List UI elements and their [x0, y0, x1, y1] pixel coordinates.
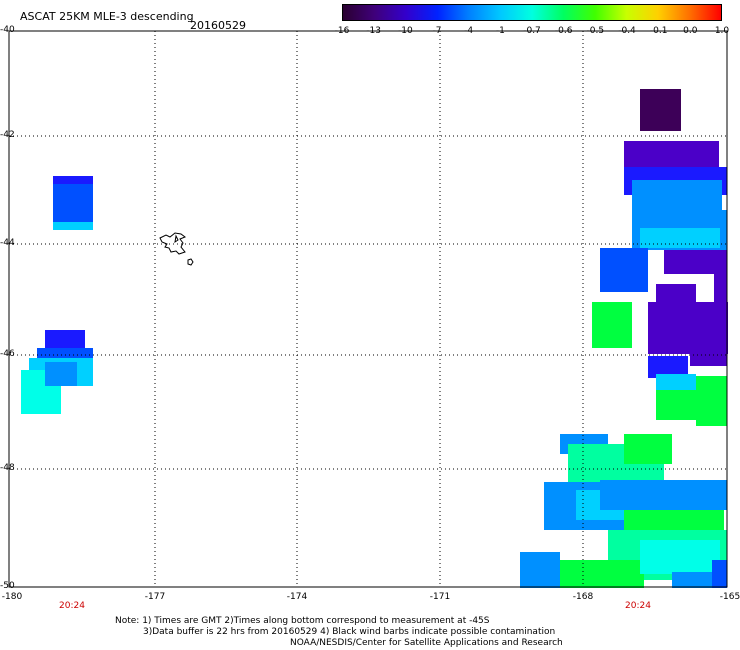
latitude-label: -46: [0, 349, 15, 359]
island-coastline: [159, 232, 194, 266]
swath-cell: [640, 540, 720, 574]
swath-cell: [624, 141, 719, 167]
latitude-label: -42: [0, 130, 15, 140]
note-line-2: 3)Data buffer is 22 hrs from 20160529 4)…: [143, 627, 556, 637]
swath-cell: [45, 330, 85, 348]
latitude-label: -40: [0, 25, 15, 35]
swath-cell: [712, 560, 727, 588]
swath-cell: [600, 248, 648, 292]
swath-cell: [560, 560, 644, 588]
swath-cell: [600, 480, 727, 510]
chatham-island-outline: [159, 232, 187, 255]
wind-swaths: [21, 89, 728, 588]
swath-cell: [690, 322, 727, 366]
swath-cell: [664, 250, 714, 274]
longitude-label: -174: [286, 592, 308, 602]
swath-cell: [640, 228, 720, 248]
swath-cell: [45, 362, 77, 386]
longitude-label: -168: [572, 592, 594, 602]
note-line-1: Note: 1) Times are GMT 2)Times along bot…: [115, 616, 490, 626]
note-line-3: NOAA/NESDIS/Center for Satellite Applica…: [290, 638, 563, 648]
map-date: 20160529: [190, 19, 246, 32]
longitude-label: -165: [719, 592, 740, 602]
swath-cell: [640, 89, 681, 131]
longitude-label: -177: [144, 592, 166, 602]
swath-cell: [37, 348, 93, 358]
swath-cell: [656, 284, 696, 302]
latitude-label: -48: [0, 463, 15, 473]
swath-cell: [648, 356, 688, 378]
swath-cell: [53, 176, 93, 184]
swath-cell: [624, 434, 672, 464]
colorbar: [342, 4, 722, 21]
pitt-island-outline: [187, 258, 194, 266]
longitude-label: -171: [429, 592, 451, 602]
time-label-right: 20:24: [625, 601, 651, 611]
latitude-label: -50: [0, 581, 15, 591]
grid-lines: [9, 31, 727, 587]
swath-cell: [53, 184, 93, 222]
swath-cell: [592, 302, 632, 348]
swath-cell: [714, 250, 727, 302]
map-frame: [8, 30, 728, 588]
swath-cell: [520, 552, 560, 588]
time-label-left: 20:24: [59, 601, 85, 611]
map-title: ASCAT 25KM MLE-3 descending: [20, 10, 194, 23]
swath-cell: [53, 222, 93, 230]
latitude-label: -44: [0, 238, 15, 248]
longitude-label: -180: [1, 592, 23, 602]
swath-cell: [696, 376, 727, 426]
swath-cell: [672, 572, 712, 588]
